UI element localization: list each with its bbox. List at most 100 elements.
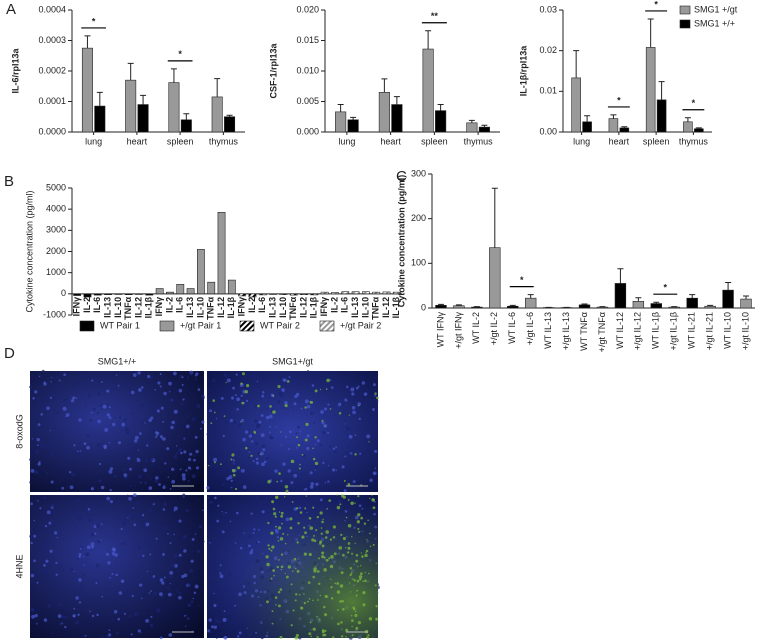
micrograph-speckle (75, 596, 79, 600)
micrograph-signal (254, 432, 257, 434)
micrograph-signal (329, 564, 334, 569)
micrograph-speckle (252, 471, 256, 475)
micrograph-speckle (178, 388, 183, 393)
micrograph-signal (367, 519, 369, 522)
bar (507, 305, 519, 309)
micrograph-signal (342, 608, 345, 611)
micrograph-speckle (309, 471, 313, 475)
micrograph-speckle (195, 372, 199, 376)
micrograph-speckle (215, 417, 218, 420)
error-bar (468, 119, 475, 123)
micrograph-signal (354, 542, 356, 545)
micrograph-speckle (315, 482, 319, 486)
micrograph-signal (333, 552, 337, 556)
micrograph-speckle (133, 446, 135, 448)
micrograph-speckle (69, 485, 74, 490)
x-tick-label: IL-10 (278, 297, 288, 318)
micrograph-speckle (45, 559, 49, 563)
micrograph-speckle (152, 577, 156, 581)
micrograph-speckle (32, 397, 35, 400)
micrograph-speckle (201, 420, 205, 424)
micrograph-speckle (369, 478, 373, 482)
x-tick-label: IL-12 (381, 297, 391, 318)
micrograph-speckle (291, 377, 293, 379)
micrograph-speckle (284, 435, 287, 438)
micrograph-signal (292, 570, 294, 572)
micrograph-speckle (165, 566, 168, 570)
micrograph-signal (351, 552, 354, 555)
bar (361, 291, 370, 295)
x-tick-label: +/gt IL-2 (489, 312, 499, 345)
micrograph-signal (274, 596, 278, 599)
micrograph-speckle (183, 573, 188, 578)
micrograph-speckle (133, 493, 137, 497)
micrograph-speckle (106, 496, 111, 501)
micrograph-speckle (181, 473, 186, 478)
micrograph-speckle (87, 394, 91, 398)
micrograph-speckle (348, 434, 353, 439)
micrograph-speckle (173, 509, 176, 512)
bar (478, 126, 490, 133)
bar (619, 127, 630, 133)
micrograph-speckle (93, 504, 97, 507)
micrograph-speckle (176, 590, 178, 593)
micrograph-speckle (106, 413, 111, 417)
micrograph-speckle (105, 552, 109, 556)
micrograph-speckle (280, 479, 283, 483)
micrograph-speckle (127, 512, 132, 517)
micrograph-speckle (163, 502, 167, 507)
bar (578, 304, 591, 309)
y-axis-label: IL-1β/rpl13a (518, 45, 528, 97)
micrograph-signal (319, 511, 323, 515)
micrograph-signal (291, 501, 294, 503)
micrograph-speckle (152, 575, 156, 578)
significance-label: * (654, 0, 658, 9)
micrograph-speckle (352, 410, 356, 415)
micrograph-speckle (51, 376, 53, 378)
micrograph-signal (365, 552, 367, 554)
micrograph-speckle (88, 596, 92, 599)
micrograph-speckle (130, 485, 133, 488)
micrograph-speckle (194, 584, 199, 589)
micrograph-signal (312, 627, 316, 631)
micrograph-speckle (121, 422, 126, 427)
micrograph-speckle (138, 438, 141, 441)
micrograph-speckle (101, 635, 104, 638)
micrograph-speckle (185, 424, 190, 429)
error-bar (610, 114, 617, 119)
micrograph-signal (269, 405, 272, 408)
micrograph-speckle (174, 563, 178, 568)
micrograph-speckle (159, 435, 163, 439)
micrograph-speckle (373, 394, 376, 397)
x-tick-label: IFNγ (237, 297, 247, 317)
x-tick-label: spleen (421, 136, 448, 146)
micrograph-speckle (43, 618, 48, 622)
micrograph-speckle (43, 381, 46, 384)
micrograph-speckle (209, 464, 213, 468)
micrograph-speckle (118, 416, 122, 419)
micrograph-speckle (287, 469, 291, 473)
micrograph-speckle (169, 582, 171, 585)
micrograph-speckle (136, 458, 141, 462)
y-tick-label: -1000 (43, 309, 66, 319)
micrograph-signal (274, 495, 279, 500)
bar (279, 293, 288, 295)
micrograph-signal (364, 579, 367, 583)
micrograph-speckle (58, 379, 61, 382)
micrograph-signal (345, 628, 349, 632)
y-tick-label: 5000 (46, 182, 66, 192)
micrograph-speckle (211, 437, 215, 441)
error-bar (684, 117, 691, 122)
micrograph-signal (330, 597, 334, 600)
micrograph-speckle (314, 465, 319, 469)
legend-label: SMG1 +/gt (694, 4, 738, 14)
micrograph-signal (295, 593, 298, 596)
x-tick-label: WT IL-21 (687, 312, 697, 349)
micrograph-signal (212, 399, 215, 402)
x-tick-label: IL-6 (92, 297, 102, 313)
micrograph-speckle (326, 481, 329, 484)
micrograph-speckle (96, 443, 101, 447)
micrograph-signal (297, 443, 301, 447)
error-bar (127, 62, 134, 81)
micrograph-speckle (209, 439, 212, 443)
